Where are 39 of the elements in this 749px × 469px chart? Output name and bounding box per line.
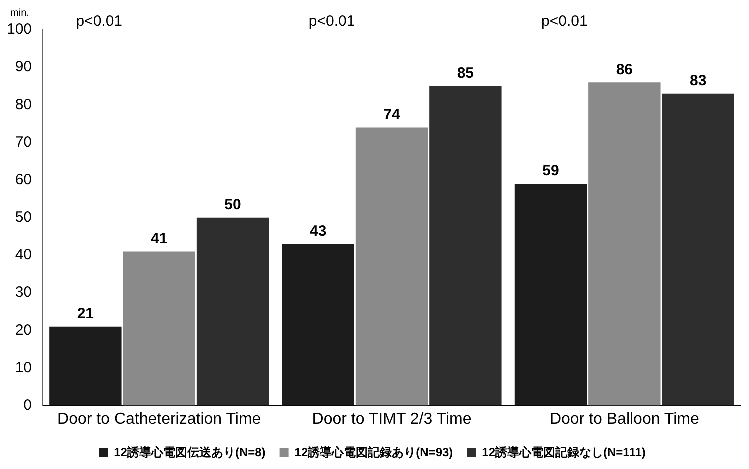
y-tick-label: 50 bbox=[15, 209, 32, 226]
legend-label: 12誘導心電図記録なし(N=111) bbox=[482, 445, 646, 460]
bar bbox=[123, 252, 196, 406]
bar bbox=[356, 128, 428, 406]
bar bbox=[50, 326, 122, 406]
y-tick-label: 30 bbox=[15, 284, 32, 302]
data-label: 83 bbox=[690, 72, 707, 90]
data-label: 59 bbox=[542, 162, 560, 180]
data-label: 21 bbox=[77, 306, 94, 323]
bar bbox=[514, 184, 588, 406]
y-axis-title: min. bbox=[10, 8, 30, 19]
annotation: p<0.01 bbox=[308, 13, 356, 30]
y-tick-label: 70 bbox=[15, 134, 32, 151]
x-tick-label: Door to Balloon Time bbox=[550, 410, 700, 428]
x-tick-label: Door to TIMT 2/3 Time bbox=[312, 410, 472, 428]
bar bbox=[196, 218, 270, 406]
legend-label: 12誘導心電図伝送あり(N=8) bbox=[114, 445, 266, 460]
y-tick-label: 80 bbox=[15, 96, 32, 114]
bar bbox=[588, 82, 661, 406]
data-label: 85 bbox=[457, 65, 474, 82]
annotation: p<0.01 bbox=[542, 13, 588, 30]
y-tick-label: 60 bbox=[15, 171, 32, 188]
legend-label: 12誘導心電図記録あり(N=93) bbox=[294, 445, 454, 460]
data-label: 50 bbox=[224, 196, 242, 214]
data-label: 41 bbox=[151, 230, 168, 248]
data-label: 74 bbox=[384, 106, 402, 124]
y-tick-label: 40 bbox=[15, 246, 32, 264]
y-tick-label: 20 bbox=[15, 322, 32, 339]
data-label: 86 bbox=[616, 61, 634, 78]
x-tick-label: Door to Catheterization Time bbox=[58, 410, 262, 428]
y-tick-label: 90 bbox=[15, 58, 32, 76]
y-tick-label: 100 bbox=[6, 21, 32, 38]
bar bbox=[662, 94, 734, 406]
y-tick-label: 0 bbox=[24, 396, 32, 414]
bar bbox=[430, 86, 502, 406]
y-tick-label: 10 bbox=[15, 359, 32, 376]
data-label: 43 bbox=[310, 222, 327, 240]
bar bbox=[282, 244, 354, 406]
annotation: p<0.01 bbox=[76, 13, 123, 30]
